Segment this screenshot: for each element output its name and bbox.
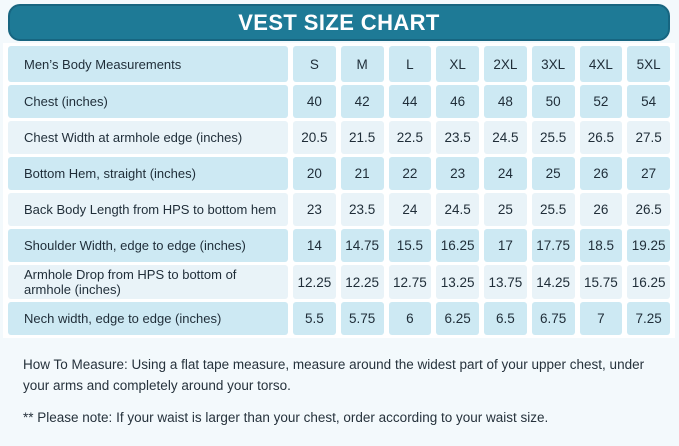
row-label: Chest Width at armhole edge (inches) — [8, 121, 288, 154]
size-value: 25.5 — [531, 193, 575, 226]
size-value: 14.75 — [340, 229, 384, 262]
size-value: 5.5 — [293, 302, 336, 335]
table-row-back-body-length: Back Body Length from HPS to bottom hem … — [8, 193, 670, 226]
size-value: 23.5 — [340, 193, 384, 226]
size-value: 16.25 — [436, 229, 479, 262]
size-value: 6.25 — [436, 302, 479, 335]
column-header-size-5xl: 5XL — [627, 46, 670, 82]
please-note: ** Please note: If your waist is larger … — [23, 410, 549, 425]
size-value: 25 — [531, 157, 575, 190]
column-header-size-s: S — [293, 46, 336, 82]
size-value: 24.5 — [436, 193, 479, 226]
table-row-chest: Chest (inches) 40 42 44 46 48 50 52 54 — [8, 85, 670, 118]
size-value: 22.5 — [388, 121, 432, 154]
size-value: 26.5 — [579, 121, 623, 154]
size-value: 21 — [340, 157, 384, 190]
column-header-size-xl: XL — [436, 46, 479, 82]
size-value: 54 — [627, 85, 670, 118]
size-value: 15.75 — [579, 265, 623, 299]
page-title: VEST SIZE CHART — [238, 9, 440, 35]
size-value: 27 — [627, 157, 670, 190]
size-value: 46 — [436, 85, 479, 118]
size-value: 7.25 — [627, 302, 670, 335]
size-value: 6.75 — [531, 302, 575, 335]
size-value: 18.5 — [579, 229, 623, 262]
size-value: 12.25 — [340, 265, 384, 299]
size-value: 26 — [579, 193, 623, 226]
header-row: Men’s Body Measurements S M L XL 2XL 3XL… — [8, 46, 670, 82]
size-value: 24 — [388, 193, 432, 226]
size-value: 24 — [484, 157, 527, 190]
row-label: Chest (inches) — [8, 85, 288, 118]
size-value: 22 — [388, 157, 432, 190]
size-value: 13.25 — [436, 265, 479, 299]
size-value: 20.5 — [293, 121, 336, 154]
row-label: Bottom Hem, straight (inches) — [8, 157, 288, 190]
size-value: 27.5 — [627, 121, 670, 154]
title-bar: VEST SIZE CHART — [8, 4, 670, 41]
size-value: 52 — [579, 85, 623, 118]
size-chart-table: Men’s Body Measurements S M L XL 2XL 3XL… — [3, 43, 675, 338]
column-header-size-4xl: 4XL — [579, 46, 623, 82]
size-value: 26.5 — [627, 193, 670, 226]
size-value: 17.75 — [531, 229, 575, 262]
table-row-bottom-hem: Bottom Hem, straight (inches) 20 21 22 2… — [8, 157, 670, 190]
size-value: 14.25 — [531, 265, 575, 299]
size-value: 16.25 — [627, 265, 670, 299]
size-value: 23.5 — [436, 121, 479, 154]
size-value: 20 — [293, 157, 336, 190]
row-label: Armhole Drop from HPS to bottom of armho… — [8, 265, 288, 299]
how-to-measure-note: How To Measure: Using a flat tape measur… — [23, 357, 645, 393]
size-value: 23 — [436, 157, 479, 190]
size-value: 6.5 — [484, 302, 527, 335]
size-value: 23 — [293, 193, 336, 226]
row-label: Shoulder Width, edge to edge (inches) — [8, 229, 288, 262]
size-value: 24.5 — [484, 121, 527, 154]
size-value: 21.5 — [340, 121, 384, 154]
size-value: 25 — [484, 193, 527, 226]
row-label: Back Body Length from HPS to bottom hem — [8, 193, 288, 226]
size-value: 19.25 — [627, 229, 670, 262]
size-value: 6 — [388, 302, 432, 335]
size-value: 14 — [293, 229, 336, 262]
table-row-shoulder-width: Shoulder Width, edge to edge (inches) 14… — [8, 229, 670, 262]
table-row-armhole-drop: Armhole Drop from HPS to bottom of armho… — [8, 265, 670, 299]
size-value: 50 — [531, 85, 575, 118]
column-header-size-m: M — [340, 46, 384, 82]
column-header-size-2xl: 2XL — [484, 46, 527, 82]
table-row-neck-width: Nech width, edge to edge (inches) 5.5 5.… — [8, 302, 670, 335]
size-value: 44 — [388, 85, 432, 118]
size-value: 48 — [484, 85, 527, 118]
size-value: 26 — [579, 157, 623, 190]
column-header-measurements: Men’s Body Measurements — [8, 46, 288, 82]
size-value: 13.75 — [484, 265, 527, 299]
size-value: 15.5 — [388, 229, 432, 262]
size-value: 40 — [293, 85, 336, 118]
size-value: 42 — [340, 85, 384, 118]
size-value: 17 — [484, 229, 527, 262]
column-header-size-l: L — [388, 46, 432, 82]
table-row-chest-width: Chest Width at armhole edge (inches) 20.… — [8, 121, 670, 154]
size-value: 12.75 — [388, 265, 432, 299]
size-value: 12.25 — [293, 265, 336, 299]
column-header-size-3xl: 3XL — [531, 46, 575, 82]
footer-notes: How To Measure: Using a flat tape measur… — [23, 354, 651, 428]
size-value: 25.5 — [531, 121, 575, 154]
row-label: Nech width, edge to edge (inches) — [8, 302, 288, 335]
size-value: 5.75 — [340, 302, 384, 335]
size-value: 7 — [579, 302, 623, 335]
